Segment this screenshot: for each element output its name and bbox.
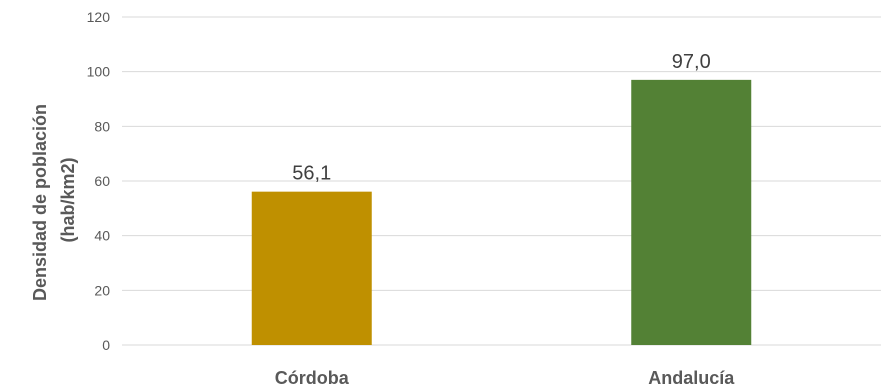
category-label-2: Andalucía xyxy=(648,368,735,388)
data-label-1: 56,1 xyxy=(292,163,331,185)
y-axis-title: Densidad de población (hab/km2) xyxy=(30,99,78,301)
y-tick-label: 100 xyxy=(87,64,111,80)
y-axis-title-line-2: (hab/km2) xyxy=(58,157,78,242)
data-label-2: 97,0 xyxy=(672,51,711,73)
data-labels: 56,1 97,0 xyxy=(292,51,710,185)
y-axis-ticks: 0 20 40 60 80 100 120 xyxy=(87,9,111,353)
bars xyxy=(251,79,752,345)
gridlines xyxy=(122,16,881,346)
y-tick-label: 60 xyxy=(94,173,110,189)
y-tick-label: 80 xyxy=(94,118,110,134)
y-axis-title-line-1: Densidad de población xyxy=(30,104,50,301)
bar-2 xyxy=(631,79,752,345)
y-tick-label: 120 xyxy=(87,9,111,25)
y-tick-label: 0 xyxy=(102,337,110,353)
category-label-1: Córdoba xyxy=(275,368,350,388)
x-axis-categories: Córdoba Andalucía xyxy=(275,368,735,388)
bar-1 xyxy=(251,191,372,345)
y-tick-label: 20 xyxy=(94,282,110,298)
y-tick-label: 40 xyxy=(94,228,110,244)
